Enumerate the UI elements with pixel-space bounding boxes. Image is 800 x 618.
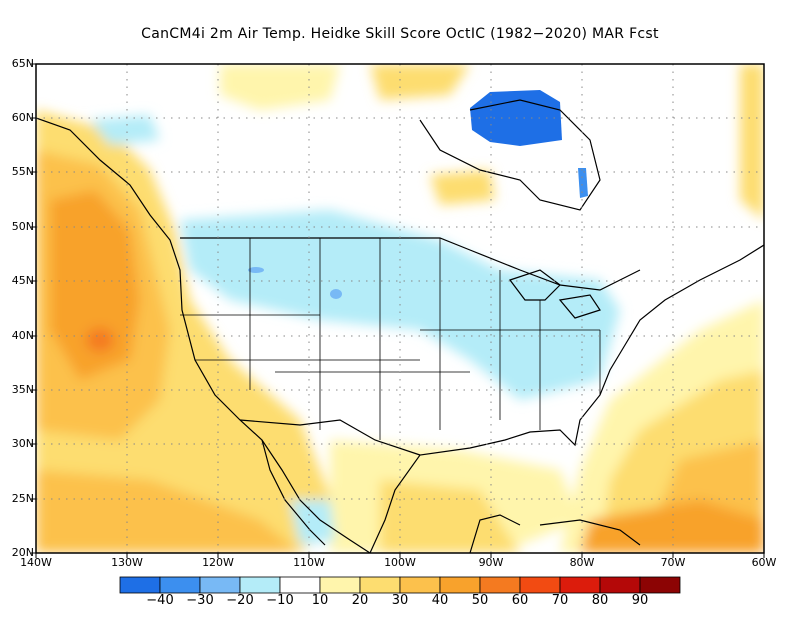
colorbar-swatch [199,576,241,594]
colorbar-swatch [319,576,361,594]
colorbar-label: 20 [351,593,369,608]
lat-label-60n: 60N [11,111,34,124]
colorbar-swatch [559,576,601,594]
yucatan [469,514,521,553]
colorbar-swatch [439,576,481,594]
colorbar-label: 60 [511,593,529,608]
colorbar-label: 90 [631,593,649,608]
lat-label-40n: 40N [11,329,34,342]
colorbar-label: −10 [266,593,294,608]
lat-label-25n: 25N [11,492,34,505]
colorbar-label: −20 [226,593,254,608]
great-lakes [509,269,601,319]
colorbar-label: 40 [431,593,449,608]
lat-label-55n: 55N [11,165,34,178]
colorbar-label: 70 [551,593,569,608]
lon-label-70w: 70W [660,556,686,569]
lat-label-30n: 30N [11,437,34,450]
lon-label-140w: 140W [20,556,52,569]
gulf-coast [369,244,764,553]
us-mexico-border [239,419,421,456]
lon-label-110w: 110W [293,556,325,569]
lat-label-45n: 45N [11,274,34,287]
lat-label-50n: 50N [11,220,34,233]
chart-title: CanCM4i 2m Air Temp. Heidke Skill Score … [141,26,659,42]
lat-label-65n: 65N [11,57,34,70]
colorbar-swatch [119,576,161,594]
colorbar-swatch [359,576,401,594]
colorbar-swatch [479,576,521,594]
hudson-bay [419,99,601,211]
baja-california [261,439,326,546]
lon-label-60w: 60W [751,556,777,569]
colorbar-swatch [239,576,281,594]
colorbar-label: −40 [146,593,174,608]
skill-shading [36,64,764,553]
lon-label-130w: 130W [111,556,143,569]
colorbar-label: 50 [471,593,489,608]
colorbar [119,576,681,594]
cuba [539,519,641,546]
colorbar-swatch [159,576,201,594]
colorbar-swatch [399,576,441,594]
colorbar-label: 30 [391,593,409,608]
colorbar-label: −30 [186,593,214,608]
lon-label-90w: 90W [478,556,504,569]
lat-label-35n: 35N [11,383,34,396]
colorbar-swatch [639,576,681,594]
lon-label-120w: 120W [202,556,234,569]
colorbar-swatch [279,576,321,594]
colorbar-swatch [599,576,641,594]
lat-label-20n: 20N [11,546,34,559]
lon-label-80w: 80W [569,556,595,569]
colorbar-swatch [519,576,561,594]
lon-label-100w: 100W [384,556,416,569]
axis-ticks [31,63,765,558]
colorbar-label: 10 [311,593,329,608]
colorbar-label: 80 [591,593,609,608]
state-borders [180,238,601,440]
